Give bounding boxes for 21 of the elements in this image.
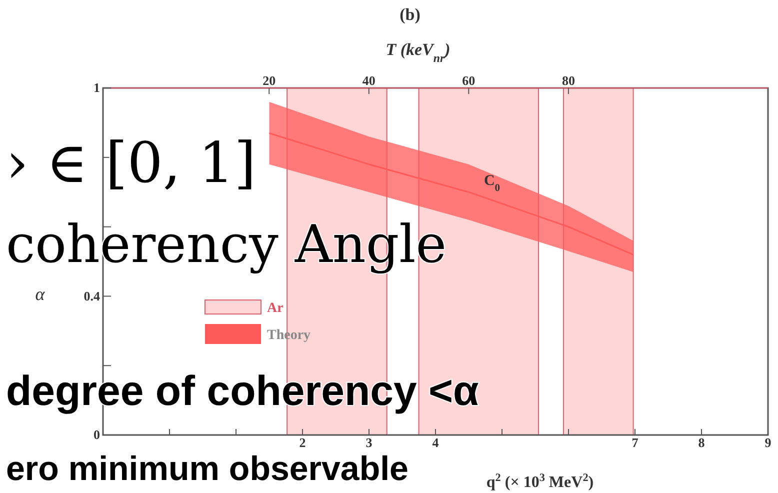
annotation: C$_{0}$ (484, 173, 500, 194)
x-tick-label: 4 (432, 435, 440, 450)
text: ero minimum observable (6, 450, 408, 488)
annotation: › ∈ [0, 1] (6, 131, 256, 196)
y-axis-title: α (35, 284, 46, 304)
x-tick-label: 9 (764, 435, 772, 450)
y-tick-label: 0.4 (84, 288, 100, 304)
x-tick-label: 2 (299, 435, 306, 450)
y-tick-label: 0 (94, 427, 100, 442)
y-tick-label: 1 (94, 80, 100, 96)
x2-tick-label: 40 (362, 73, 376, 88)
x2-axis-title: T (keV$_{nr}$) (386, 40, 450, 65)
chart-title: (b) (400, 5, 420, 24)
x2-tick-label: 60 (462, 73, 476, 88)
x-tick-label: 7 (632, 435, 639, 450)
x-tick-label: 8 (698, 435, 706, 450)
x2-tick-label: 20 (262, 73, 276, 88)
x2-tick-label: 80 (562, 73, 575, 88)
x-tick-label: 3 (366, 435, 373, 450)
x-axis-title: q$^{2}$ (× 10$^{3}$ MeV$^{2}$) (486, 472, 594, 491)
band-label: Ar (267, 301, 284, 316)
